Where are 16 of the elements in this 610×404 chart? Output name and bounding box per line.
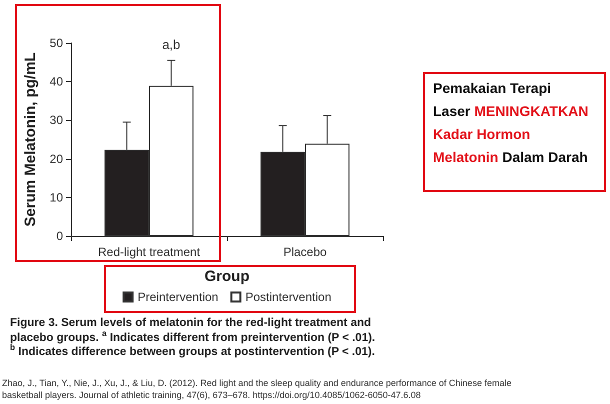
x-axis-title: Group: [204, 268, 250, 285]
y-tick-label: 30: [50, 113, 64, 128]
y-tick-label: 20: [50, 152, 64, 166]
y-tick-label: 40: [50, 74, 64, 89]
y-axis-title: Serum Melatonin, pg/mL: [22, 52, 39, 227]
x-tick-label: Red-light treatment: [98, 245, 201, 259]
callout-box: Pemakaian Terapi Laser MENINGKATKAN Kadar Hormon Melatonin Dalam Darah: [423, 72, 606, 192]
legend-label: Preintervention: [138, 290, 218, 304]
text: Zhao, J., Tian, Y., Nie, J., Xu, J., & Liu, D. (2012). Red light and the sleep quality and endurance performance of Chinese female basketball players. Journal of athletic training, 47(6), 673–678. https://doi.org/10.4085/1062-6050-47.6.08: [2, 377, 512, 401]
x-tick-label: Placebo: [283, 245, 328, 259]
text: Figure 3. Serum levels of melatonin for the red-light treatment and placebo groups. $^{a}$ Indicates different from preintervention (P < .01). $^{b}$ Indicates difference between groups at postintervention (P < .01).: [10, 317, 376, 358]
annotation: a,b: [162, 36, 180, 52]
legend-label: Postintervention: [245, 290, 332, 304]
y-tick-label: 0: [56, 229, 64, 243]
y-tick-label: 10: [50, 190, 64, 204]
y-tick-label: 50: [50, 36, 64, 50]
